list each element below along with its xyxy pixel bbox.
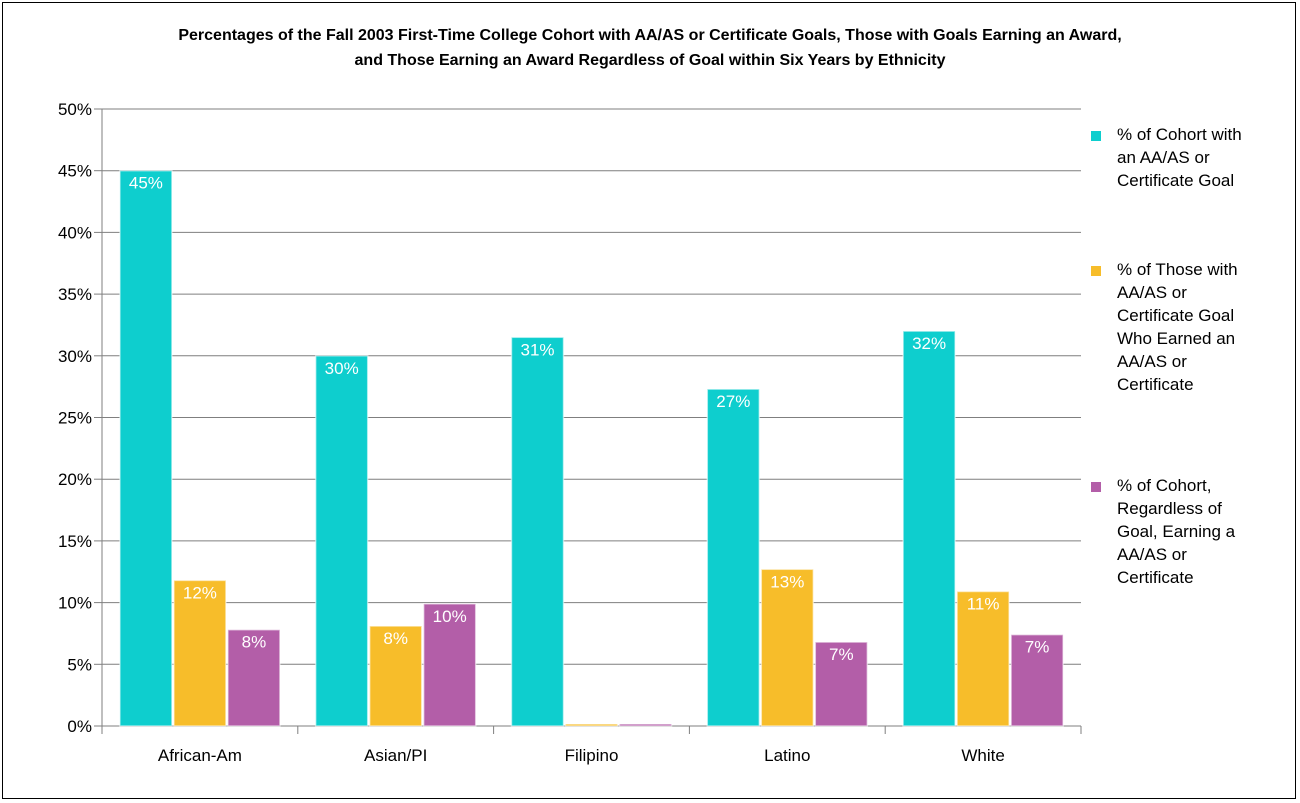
legend-label: AA/AS or: [1117, 545, 1187, 564]
data-label: 30%: [325, 359, 359, 378]
category-label: Latino: [764, 746, 810, 765]
legend-label: % of Cohort,: [1117, 476, 1212, 495]
y-tick-label: 35%: [58, 285, 92, 304]
y-tick-label: 5%: [67, 655, 92, 674]
data-label: 8%: [242, 633, 267, 652]
bar: [902, 330, 956, 727]
data-label: 45%: [129, 174, 163, 193]
legend-label: Certificate: [1117, 375, 1194, 394]
bar: [956, 590, 1010, 727]
category-label: Asian/PI: [364, 746, 427, 765]
y-tick-label: 20%: [58, 470, 92, 489]
y-tick-label: 15%: [58, 532, 92, 551]
y-tick-label: 10%: [58, 594, 92, 613]
legend-label: % of Those with: [1117, 260, 1238, 279]
data-label: 13%: [770, 572, 804, 591]
bar: [422, 603, 477, 727]
legend-label: Goal, Earning a: [1117, 522, 1236, 541]
bar: [314, 355, 369, 727]
category-label: White: [961, 746, 1004, 765]
bar: [368, 625, 423, 727]
data-label: 10%: [433, 607, 467, 626]
y-tick-label: 40%: [58, 223, 92, 242]
chart-title-line-2: and Those Earning an Award Regardless of…: [354, 52, 946, 69]
legend-label: Regardless of: [1117, 499, 1222, 518]
data-label: 32%: [912, 334, 946, 353]
data-label: 12%: [183, 583, 217, 602]
bar: [510, 336, 565, 727]
y-tick-label: 25%: [58, 409, 92, 428]
y-tick-label: 45%: [58, 162, 92, 181]
bar: [227, 628, 281, 727]
bar: [760, 568, 815, 727]
category-label: African-Am: [158, 746, 242, 765]
data-label: 8%: [383, 629, 408, 648]
legend-label: Who Earned an: [1117, 329, 1235, 348]
data-label: 7%: [1025, 638, 1050, 657]
data-label: 27%: [716, 392, 750, 411]
category-label: Filipino: [565, 746, 619, 765]
legend-swatch: [1091, 482, 1101, 492]
bar: [173, 579, 227, 727]
bar: [814, 641, 869, 727]
legend-label: an AA/AS or: [1117, 148, 1210, 167]
data-label: 7%: [829, 645, 854, 664]
chart-title: Percentages of the Fall 2003 First-Time …: [3, 23, 1297, 73]
legend-label: AA/AS or: [1117, 352, 1187, 371]
legend-label: Certificate Goal: [1117, 306, 1234, 325]
legend-label: Certificate: [1117, 568, 1194, 587]
legend-label: Certificate Goal: [1117, 171, 1234, 190]
bar: [618, 723, 673, 727]
y-tick-label: 0%: [67, 717, 92, 736]
y-tick-label: 50%: [58, 100, 92, 119]
data-label: 31%: [520, 340, 554, 359]
legend-label: % of Cohort with: [1117, 125, 1242, 144]
bar: [1010, 633, 1064, 727]
bar: [564, 723, 619, 727]
legend-swatch: [1091, 266, 1101, 276]
data-label: 11%: [967, 594, 1000, 613]
chart-title-line-1: Percentages of the Fall 2003 First-Time …: [178, 27, 1122, 44]
bar: [119, 169, 173, 727]
legend-label: AA/AS or: [1117, 283, 1187, 302]
y-tick-label: 30%: [58, 347, 92, 366]
legend-swatch: [1091, 131, 1101, 141]
bar: [706, 388, 761, 727]
